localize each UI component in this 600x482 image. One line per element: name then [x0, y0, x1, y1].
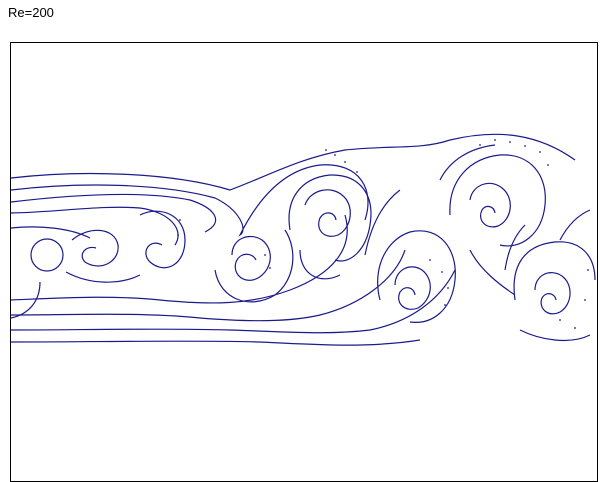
streakline	[10, 206, 179, 246]
dye-dot	[447, 287, 449, 289]
vortex	[504, 224, 526, 271]
dye-dot	[356, 171, 358, 173]
dye-dot	[444, 304, 446, 306]
dye-dot	[509, 141, 511, 143]
dye-dot	[334, 154, 336, 156]
vortex	[534, 272, 571, 315]
cylinder	[30, 238, 64, 272]
vortex	[214, 229, 294, 303]
streakline	[10, 214, 348, 304]
dye-dot	[441, 271, 443, 273]
dye-dot	[344, 161, 346, 163]
dye-dot	[179, 219, 181, 221]
vortex	[71, 229, 119, 267]
reynolds-number-label: Re=200	[8, 5, 54, 20]
vortex	[231, 235, 271, 281]
streakline	[10, 133, 576, 191]
vortex	[469, 182, 511, 228]
vortex	[299, 249, 341, 280]
vortex	[65, 271, 141, 283]
dye-dot	[429, 259, 431, 261]
vortex	[559, 209, 591, 241]
dye-dot	[547, 164, 549, 166]
streakline	[10, 269, 456, 334]
streakline	[10, 226, 91, 239]
vortex	[304, 189, 351, 237]
streakline	[10, 339, 421, 346]
dye-dot	[325, 149, 327, 151]
dye-dot	[177, 234, 179, 236]
streakline	[10, 281, 41, 319]
vortex	[449, 154, 546, 247]
streaklines	[10, 133, 596, 346]
dye-dot	[539, 151, 541, 153]
dye-dot	[479, 144, 481, 146]
dye-dot	[574, 327, 576, 329]
vortex	[364, 189, 401, 256]
vortex	[377, 230, 456, 323]
vortex	[513, 241, 596, 301]
dye-particles	[177, 139, 589, 329]
streakline	[10, 249, 406, 322]
dye-dot	[269, 267, 271, 269]
vortex	[519, 329, 591, 341]
dye-dot	[524, 145, 526, 147]
vortex	[139, 210, 186, 269]
streakline	[10, 193, 217, 233]
dye-dot	[494, 139, 496, 141]
dye-dot	[559, 319, 561, 321]
dye-dot	[264, 254, 266, 256]
dye-dot	[587, 269, 589, 271]
vortex	[288, 174, 372, 262]
dye-dot	[584, 299, 586, 301]
simulation-frame	[10, 42, 598, 482]
vortex	[469, 249, 516, 296]
vortex	[439, 144, 496, 181]
streakline-canvas	[10, 133, 596, 346]
vortex	[394, 266, 431, 310]
streakline	[10, 164, 369, 237]
